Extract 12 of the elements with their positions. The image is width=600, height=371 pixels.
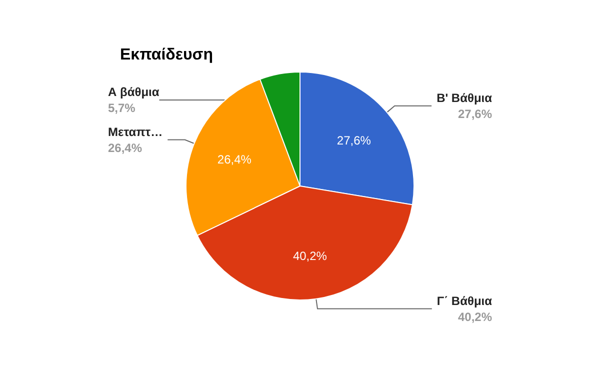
data-label: 26,4%: [108, 140, 142, 155]
text: 26,4%: [217, 152, 252, 167]
slice-label: Β' Βάθμια: [436, 90, 493, 105]
text: 40,2%: [292, 248, 327, 263]
slice-label: Γ΄ Βάθμια: [436, 294, 493, 308]
slice-label: Μεταπτ…: [108, 124, 163, 139]
chart-title: Εκπαίδευση: [120, 46, 214, 64]
text: 27,6%: [336, 133, 371, 148]
slice-label: Α βάθμια: [108, 85, 160, 99]
data-label: 27,6%: [458, 106, 492, 121]
data-label: 5,7%: [108, 101, 136, 115]
data-label: 40,2%: [458, 310, 492, 324]
